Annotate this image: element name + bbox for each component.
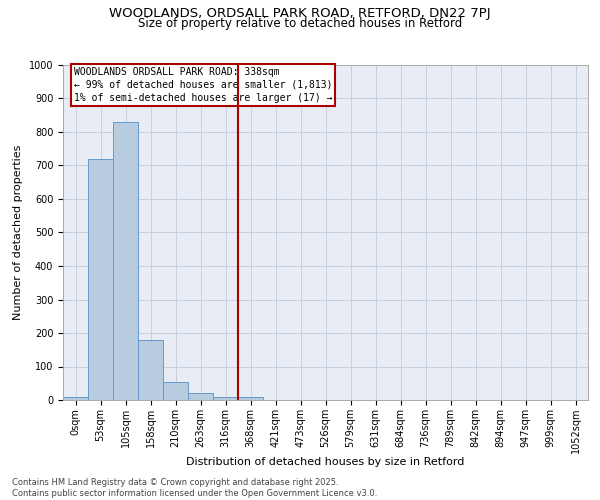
X-axis label: Distribution of detached houses by size in Retford: Distribution of detached houses by size … <box>187 458 464 468</box>
Bar <box>63 396 88 400</box>
Bar <box>113 122 138 400</box>
Bar <box>88 159 113 400</box>
Y-axis label: Number of detached properties: Number of detached properties <box>13 145 23 320</box>
Bar <box>138 340 163 400</box>
Text: WOODLANDS ORDSALL PARK ROAD: 338sqm
← 99% of detached houses are smaller (1,813): WOODLANDS ORDSALL PARK ROAD: 338sqm ← 99… <box>74 66 332 103</box>
Text: WOODLANDS, ORDSALL PARK ROAD, RETFORD, DN22 7PJ: WOODLANDS, ORDSALL PARK ROAD, RETFORD, D… <box>109 8 491 20</box>
Text: Contains HM Land Registry data © Crown copyright and database right 2025.
Contai: Contains HM Land Registry data © Crown c… <box>12 478 377 498</box>
Bar <box>213 396 238 400</box>
Bar <box>238 396 263 400</box>
Text: Size of property relative to detached houses in Retford: Size of property relative to detached ho… <box>138 18 462 30</box>
Bar <box>188 394 213 400</box>
Bar <box>163 382 188 400</box>
